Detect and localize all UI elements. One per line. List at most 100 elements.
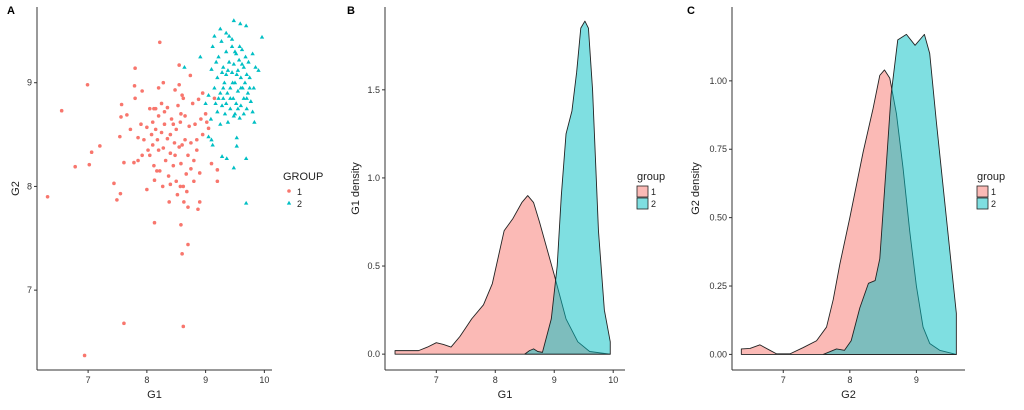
density-area-group-2 xyxy=(822,33,957,355)
legend-key-circle xyxy=(287,189,291,193)
scatter-point-group-1 xyxy=(203,112,208,116)
scatter-point-group-1 xyxy=(82,353,87,358)
scatter-point-group-2 xyxy=(209,137,214,142)
scatter-point-group-1 xyxy=(145,187,149,192)
scatter-point-group-1 xyxy=(165,136,170,141)
scatter-point-group-2 xyxy=(203,101,208,106)
scatter-point-group-2 xyxy=(232,49,238,54)
x-tick-label: 9 xyxy=(552,375,557,385)
scatter-point-group-1 xyxy=(177,145,181,149)
scatter-point-group-2 xyxy=(239,61,245,66)
scatter-point-group-2 xyxy=(223,49,229,54)
scatter-point-group-1 xyxy=(45,194,50,199)
scatter-point-group-2 xyxy=(223,101,229,106)
density-area-group-2 xyxy=(524,20,611,355)
scatter-point-group-1 xyxy=(152,163,156,168)
scatter-point-group-2 xyxy=(225,119,231,124)
scatter-point-group-2 xyxy=(223,30,229,35)
scatter-point-group-1 xyxy=(119,102,124,107)
scatter-point-group-1 xyxy=(184,172,189,176)
scatter-point-group-2 xyxy=(221,64,226,69)
scatter-point-group-1 xyxy=(145,125,149,130)
scatter-point-group-1 xyxy=(146,148,150,152)
scatter-point-group-1 xyxy=(178,120,183,124)
scatter-point-group-2 xyxy=(219,103,225,108)
legend-title: group xyxy=(977,171,1005,183)
scatter-point-group-1 xyxy=(89,150,94,154)
x-tick-label: 7 xyxy=(434,375,439,385)
scatter-point-group-1 xyxy=(189,141,193,145)
scatter-point-group-2 xyxy=(237,44,242,49)
scatter-point-group-2 xyxy=(236,57,242,62)
legend-key-swatch xyxy=(976,197,989,210)
scatter-point-group-2 xyxy=(221,85,226,90)
scatter-point-group-2 xyxy=(233,51,239,56)
legend-label: 2 xyxy=(297,199,302,209)
scatter-point-group-2 xyxy=(208,116,214,121)
y-tick-label: 7 xyxy=(27,285,32,295)
scatter-point-group-1 xyxy=(153,127,158,132)
y-tick-label: 1.00 xyxy=(709,76,727,86)
scatter-point-group-1 xyxy=(136,135,140,140)
scatter-point-group-2 xyxy=(215,109,220,114)
y-tick-label: 0.0 xyxy=(367,349,380,359)
scatter-point-group-1 xyxy=(189,166,193,171)
scatter-point-group-2 xyxy=(230,80,235,85)
scatter-point-group-1 xyxy=(197,200,202,204)
y-tick-label: 0.5 xyxy=(367,261,380,271)
scatter-point-group-2 xyxy=(237,115,242,120)
legend-title: group xyxy=(637,171,665,183)
scatter-point-group-2 xyxy=(235,68,241,72)
scatter-point-group-1 xyxy=(179,223,183,227)
scatter-point-group-2 xyxy=(243,200,249,205)
scatter-point-group-1 xyxy=(159,130,164,135)
scatter-point-group-2 xyxy=(241,96,246,100)
scatter-point-group-2 xyxy=(223,72,229,77)
scatter-point-group-2 xyxy=(209,67,214,71)
scatter-point-group-2 xyxy=(210,142,215,147)
scatter-point-group-2 xyxy=(243,54,248,59)
x-tick-label: 7 xyxy=(86,375,91,385)
scatter-point-group-1 xyxy=(122,160,126,165)
legend-label: 1 xyxy=(991,187,996,197)
scatter-point-group-1 xyxy=(206,126,211,131)
scatter-point-group-1 xyxy=(215,179,220,184)
scatter-point-group-2 xyxy=(225,90,230,95)
panel-label: C xyxy=(687,5,695,17)
scatter-point-group-1 xyxy=(183,114,187,118)
scatter-point-group-2 xyxy=(231,61,237,66)
scatter-point-group-2 xyxy=(215,75,220,80)
scatter-point-group-1 xyxy=(150,120,155,124)
scatter-point-group-2 xyxy=(238,103,244,108)
scatter-point-group-1 xyxy=(155,169,159,173)
scatter-point-group-1 xyxy=(186,153,190,158)
scatter-point-group-2 xyxy=(222,80,227,85)
scatter-point-group-2 xyxy=(244,96,249,100)
scatter-point-group-2 xyxy=(241,111,246,116)
scatter-point-group-2 xyxy=(229,44,235,49)
scatter-point-group-2 xyxy=(250,51,255,56)
legend-label: 1 xyxy=(297,187,302,197)
scatter-point-group-1 xyxy=(139,122,143,126)
scatter-point-group-1 xyxy=(152,220,157,225)
scatter-point-group-1 xyxy=(174,179,179,184)
scatter-point-group-1 xyxy=(166,174,171,178)
scatter-point-group-2 xyxy=(221,96,226,100)
scatter-point-group-2 xyxy=(234,143,239,148)
scatter-point-group-1 xyxy=(171,122,176,126)
scatter-point-group-1 xyxy=(177,82,181,87)
scatter-point-group-1 xyxy=(159,101,164,106)
scatter-point-group-2 xyxy=(228,106,233,111)
x-tick-label: 9 xyxy=(203,375,208,385)
scatter-point-group-2 xyxy=(251,85,256,90)
scatter-point-group-1 xyxy=(136,158,140,163)
x-tick-label: 7 xyxy=(781,375,786,385)
legend-label: 2 xyxy=(651,199,656,209)
x-axis-label: G2 xyxy=(841,389,856,401)
scatter-point-group-2 xyxy=(182,64,187,69)
scatter-point-group-1 xyxy=(192,179,196,184)
scatter-point-group-1 xyxy=(180,252,184,256)
scatter-point-group-1 xyxy=(125,113,129,117)
scatter-point-group-1 xyxy=(169,117,174,121)
scatter-point-group-2 xyxy=(234,135,239,140)
